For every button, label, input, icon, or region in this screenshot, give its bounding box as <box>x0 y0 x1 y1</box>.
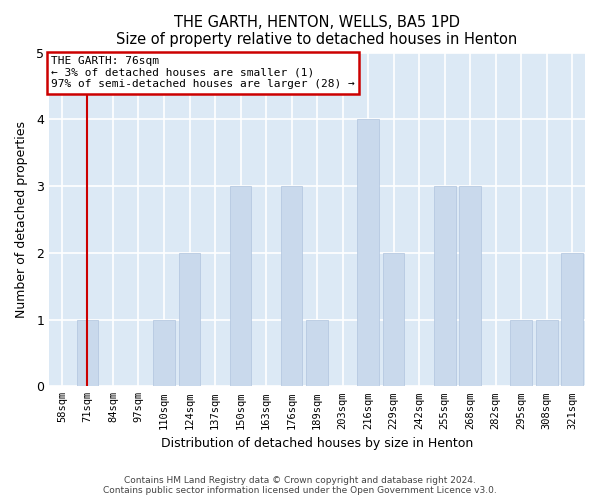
Bar <box>434 186 455 386</box>
Bar <box>179 253 200 386</box>
Bar <box>357 120 379 386</box>
Text: THE GARTH: 76sqm
← 3% of detached houses are smaller (1)
97% of semi-detached ho: THE GARTH: 76sqm ← 3% of detached houses… <box>51 56 355 90</box>
Bar <box>562 253 583 386</box>
Bar <box>511 320 532 386</box>
Y-axis label: Number of detached properties: Number of detached properties <box>15 121 28 318</box>
Bar <box>153 320 175 386</box>
Title: THE GARTH, HENTON, WELLS, BA5 1PD
Size of property relative to detached houses i: THE GARTH, HENTON, WELLS, BA5 1PD Size o… <box>116 15 518 48</box>
X-axis label: Distribution of detached houses by size in Henton: Distribution of detached houses by size … <box>161 437 473 450</box>
Bar <box>281 186 302 386</box>
Text: Contains HM Land Registry data © Crown copyright and database right 2024.
Contai: Contains HM Land Registry data © Crown c… <box>103 476 497 495</box>
Bar <box>536 320 557 386</box>
Bar <box>383 253 404 386</box>
Bar <box>460 186 481 386</box>
Bar <box>230 186 251 386</box>
Bar <box>306 320 328 386</box>
Bar <box>77 320 98 386</box>
